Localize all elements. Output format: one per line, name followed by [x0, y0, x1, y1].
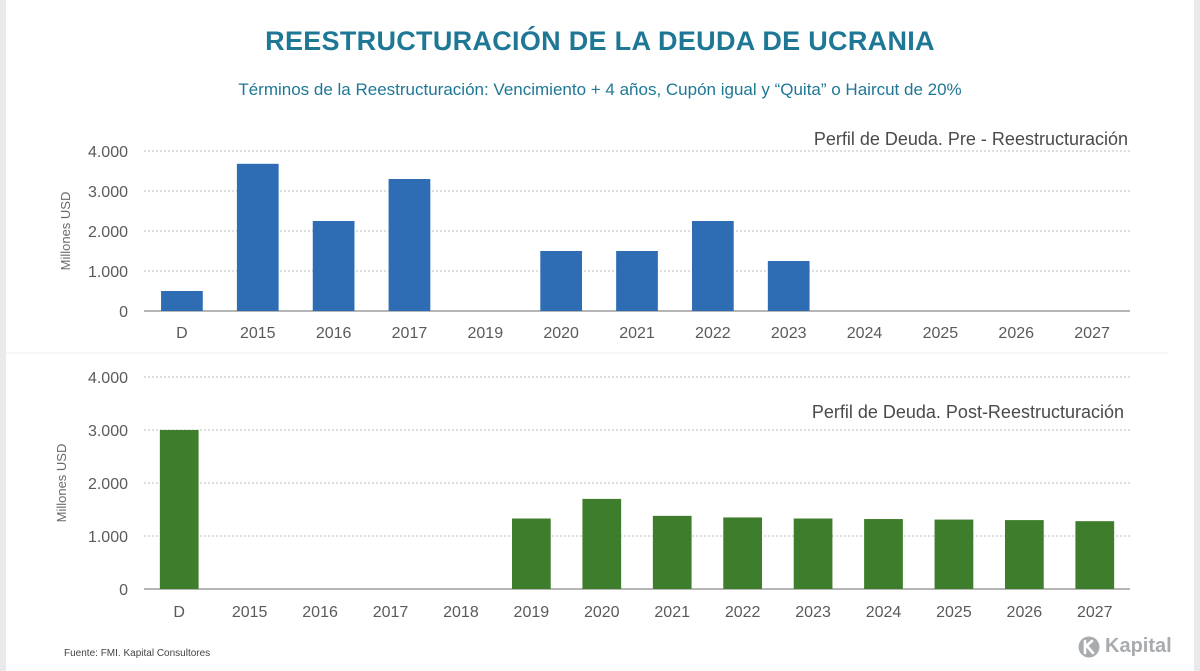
- y-tick-label-pre: 0: [119, 304, 128, 321]
- bar-post-2019: [511, 518, 551, 589]
- y-tick-label-post: 0: [119, 582, 128, 599]
- y-tick-label-pre: 2.000: [88, 224, 128, 241]
- x-tick-label-post: 2017: [373, 604, 409, 621]
- x-tick-label-pre: 2022: [695, 325, 731, 342]
- bar-post-2027: [1075, 521, 1115, 589]
- bar-pre-2021: [616, 251, 658, 311]
- y-tick-label-pre: 1.000: [88, 264, 128, 281]
- x-tick-label-post: 2015: [232, 604, 268, 621]
- x-tick-label-post: 2027: [1077, 604, 1113, 621]
- bar-pre-2016: [312, 221, 355, 311]
- bar-pre-2017: [388, 179, 431, 311]
- bar-post-2023: [793, 518, 833, 589]
- kapital-logo-icon: [1078, 636, 1100, 657]
- y-tick-label-post: 2.000: [88, 476, 128, 493]
- x-tick-label-post: 2023: [795, 604, 831, 621]
- x-tick-label-post: D: [173, 604, 185, 621]
- x-tick-label-pre: 2016: [316, 325, 352, 342]
- y-tick-label-post: 1.000: [88, 529, 128, 546]
- x-tick-label-post: 2026: [1007, 604, 1043, 621]
- x-tick-label-post: 2020: [584, 604, 620, 621]
- bar-pre-D: [161, 291, 203, 311]
- x-tick-label-post: 2022: [725, 604, 761, 621]
- x-tick-label-post: 2025: [936, 604, 972, 621]
- x-tick-label-post: 2019: [514, 604, 550, 621]
- y-tick-label-post: 4.000: [88, 370, 128, 387]
- brand-name: Kapital: [1105, 635, 1172, 657]
- x-tick-label-post: 2021: [654, 604, 690, 621]
- x-tick-label-post: 2018: [443, 604, 479, 621]
- x-tick-label-pre: 2019: [468, 325, 504, 342]
- x-tick-label-pre: 2025: [923, 325, 959, 342]
- x-tick-label-pre: 2015: [240, 325, 276, 342]
- y-tick-label-pre: 3.000: [88, 184, 128, 201]
- y-axis-title-post: Millones USD: [54, 444, 69, 523]
- x-tick-label-pre: D: [176, 325, 188, 342]
- x-tick-label-post: 2024: [866, 604, 902, 621]
- x-tick-label-post: 2016: [302, 604, 338, 621]
- bar-pre-2015: [236, 163, 279, 311]
- bar-pre-2023: [767, 261, 810, 311]
- brand-logo: Kapital: [1078, 635, 1172, 658]
- bar-post-2026: [1004, 520, 1044, 589]
- x-tick-label-pre: 2020: [543, 325, 579, 342]
- chart-title-post: Perfil de Deuda. Post-Reestructuración: [812, 402, 1124, 422]
- bar-post-2025: [934, 519, 974, 589]
- source-note: Fuente: FMI. Kapital Consultores: [64, 648, 211, 659]
- x-tick-label-pre: 2027: [1074, 325, 1110, 342]
- y-tick-label-post: 3.000: [88, 423, 128, 440]
- x-tick-label-pre: 2021: [619, 325, 655, 342]
- y-axis-title-pre: Millones USD: [58, 192, 73, 271]
- bar-post-2020: [582, 498, 622, 589]
- page-subtitle: Términos de la Reestructuración: Vencimi…: [238, 80, 962, 99]
- y-tick-label-pre: 4.000: [88, 144, 128, 161]
- bar-pre-2020: [540, 251, 583, 311]
- chart-title-pre: Perfil de Deuda. Pre - Reestructuración: [814, 129, 1128, 149]
- page-title: REESTRUCTURACIÓN DE LA DEUDA DE UCRANIA: [265, 26, 935, 56]
- frame-left-border: [0, 0, 6, 671]
- bar-pre-2022: [691, 221, 734, 311]
- bar-post-D: [159, 430, 199, 589]
- bar-post-2024: [864, 519, 903, 589]
- bar-post-2021: [652, 515, 692, 589]
- x-tick-label-pre: 2023: [771, 325, 807, 342]
- x-tick-label-pre: 2024: [847, 325, 883, 342]
- frame-right-border: [1194, 0, 1200, 671]
- bar-post-2022: [723, 517, 763, 589]
- x-tick-label-pre: 2017: [392, 325, 428, 342]
- x-tick-label-pre: 2026: [998, 325, 1034, 342]
